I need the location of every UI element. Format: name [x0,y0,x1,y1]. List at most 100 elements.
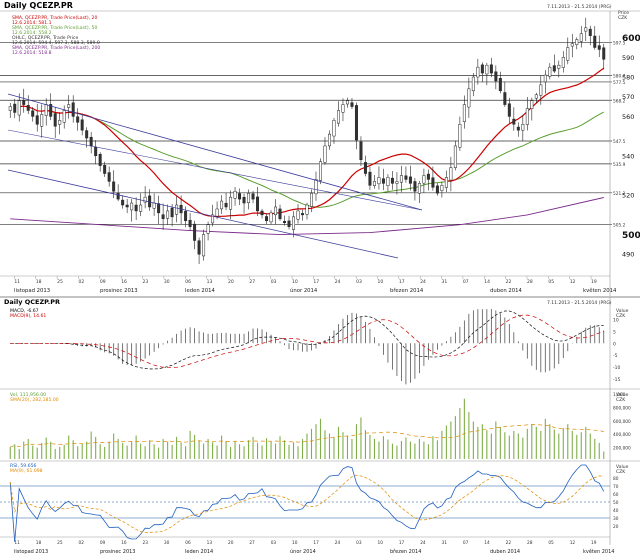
candle-body-118 [539,84,543,96]
candle-body-28 [134,204,138,212]
candle-body-12 [62,110,66,123]
candle-body-7 [40,114,44,127]
candle-body-47 [220,200,224,210]
candle-body-78 [359,141,363,160]
candle-body-102 [467,88,471,108]
candle-body-74 [341,104,345,113]
candle-body-19 [94,146,98,157]
candle-body-86 [395,181,399,184]
price-x-day-7: 30 [164,279,170,285]
bottom-x-day-18: 17 [399,540,405,546]
rsi-y-tick-3: 50 [613,500,619,506]
candle-body-40 [188,219,192,227]
price-x-day-25: 05 [548,279,554,285]
bottom-x-day-25: 05 [548,540,554,546]
candle-body-93 [426,173,430,180]
candle-body-73 [336,110,340,124]
candle-body-87 [399,175,403,183]
bottom-x-day-10: 20 [228,540,234,546]
rsi-line [9,464,605,543]
candle-body-39 [184,211,188,222]
candle-body-68 [314,179,318,195]
macd-line [10,310,604,370]
downtrend-line-upper [7,93,423,211]
candle-body-60 [278,208,282,220]
macd-y-tick-2: 0 [613,341,616,347]
candle-body-14 [71,102,75,117]
price-x-day-27: 19 [591,279,597,285]
volume-y-tick-4: 200,000 [613,446,631,452]
candle-body-101 [462,104,466,122]
bottom-x-day-9: 13 [207,540,213,546]
candle-body-9 [49,104,53,117]
volume-y-tick-3: 400,000 [613,432,631,438]
candle-body-119 [543,74,547,83]
bottom-x-month-6: květen 2014 [583,548,614,555]
candle-body-132 [602,47,606,60]
candle-body-11 [58,120,62,125]
candle-body-120 [548,66,552,77]
candle-body-50 [233,190,237,199]
price-x-month-2: leden 2014 [185,288,216,294]
candle-body-121 [552,65,556,72]
price-x-day-23: 22 [506,279,512,285]
price-x-day-13: 10 [292,279,298,285]
volume-y-tick-0: 1,000 [613,392,626,398]
level-label-2: 577.5 [613,80,626,86]
sma50-line [46,110,605,208]
price-legend-2: SMA, QCEZP.PR, Trade Price(Last), 50 [12,25,97,31]
bottom-x-day-24: 28 [527,540,533,546]
candle-body-108 [494,71,498,82]
price-range-text: 7.11.2013 - 21.5.2014 (PRG) [547,4,612,10]
candle-body-53 [247,192,251,203]
bottom-x-day-22: 14 [484,540,490,546]
candle-body-81 [372,181,376,186]
candle-body-89 [408,176,412,184]
candle-body-124 [566,47,570,61]
candle-body-0 [8,106,12,111]
price-y-tick-3: 540 [622,152,634,160]
candle-body-109 [498,78,502,92]
candle-body-1 [13,103,17,113]
candle-body-55 [256,196,260,212]
price-x-day-4: 09 [100,279,106,285]
candle-body-43 [202,234,206,257]
macd-y-tick-0: 10 [613,318,619,324]
candle-body-56 [260,210,264,216]
bottom-x-month-4: březen 2014 [390,548,421,555]
price-x-day-20: 31 [442,279,448,285]
level-label-3: 568.2 [613,98,626,104]
price-x-day-8: 06 [185,279,191,285]
rsi-y-tick-4: 40 [613,508,619,514]
price-x-day-26: 12 [570,279,576,285]
price-y-tick-8: 600 [622,34,640,44]
candle-body-41 [193,223,197,241]
candle-body-36 [170,207,174,218]
candle-body-54 [251,193,255,200]
bottom-x-day-26: 12 [570,540,576,546]
bottom-x-day-2: 25 [57,540,63,546]
price-x-month-4: březen 2014 [390,287,424,294]
candle-body-122 [557,64,561,69]
candle-body-59 [274,206,278,216]
price-legend-5: 12.6.2014: 594.4, 597.3, 588.3, 589.0 [12,40,100,46]
price-axis-caption-2: CZK [618,15,628,21]
candle-body-88 [404,175,408,180]
candle-body-48 [224,202,228,208]
bottom-x-month-0: listopad 2013 [14,549,48,555]
bottom-x-day-3: 02 [78,540,84,546]
candle-body-37 [175,204,179,215]
candle-body-23 [112,181,116,192]
candle-body-97 [444,177,448,188]
price-x-day-3: 02 [78,279,84,285]
candle-body-85 [390,177,394,184]
candle-body-21 [103,165,107,174]
price-legend-7: 12.6.2014: 518.8 [12,50,52,56]
level-label-4: 547.5 [613,139,626,145]
macd-range-text: 7.11.2013 - 21.5.2014 (PRG) [547,300,612,306]
volume-axis-caption-1: Value [616,392,629,398]
candle-body-131 [597,45,601,50]
bottom-x-day-15: 24 [335,540,341,546]
candle-body-29 [139,204,143,212]
price-legend-4: OHLC, QCEZP.PR, Trade Price [12,35,78,41]
